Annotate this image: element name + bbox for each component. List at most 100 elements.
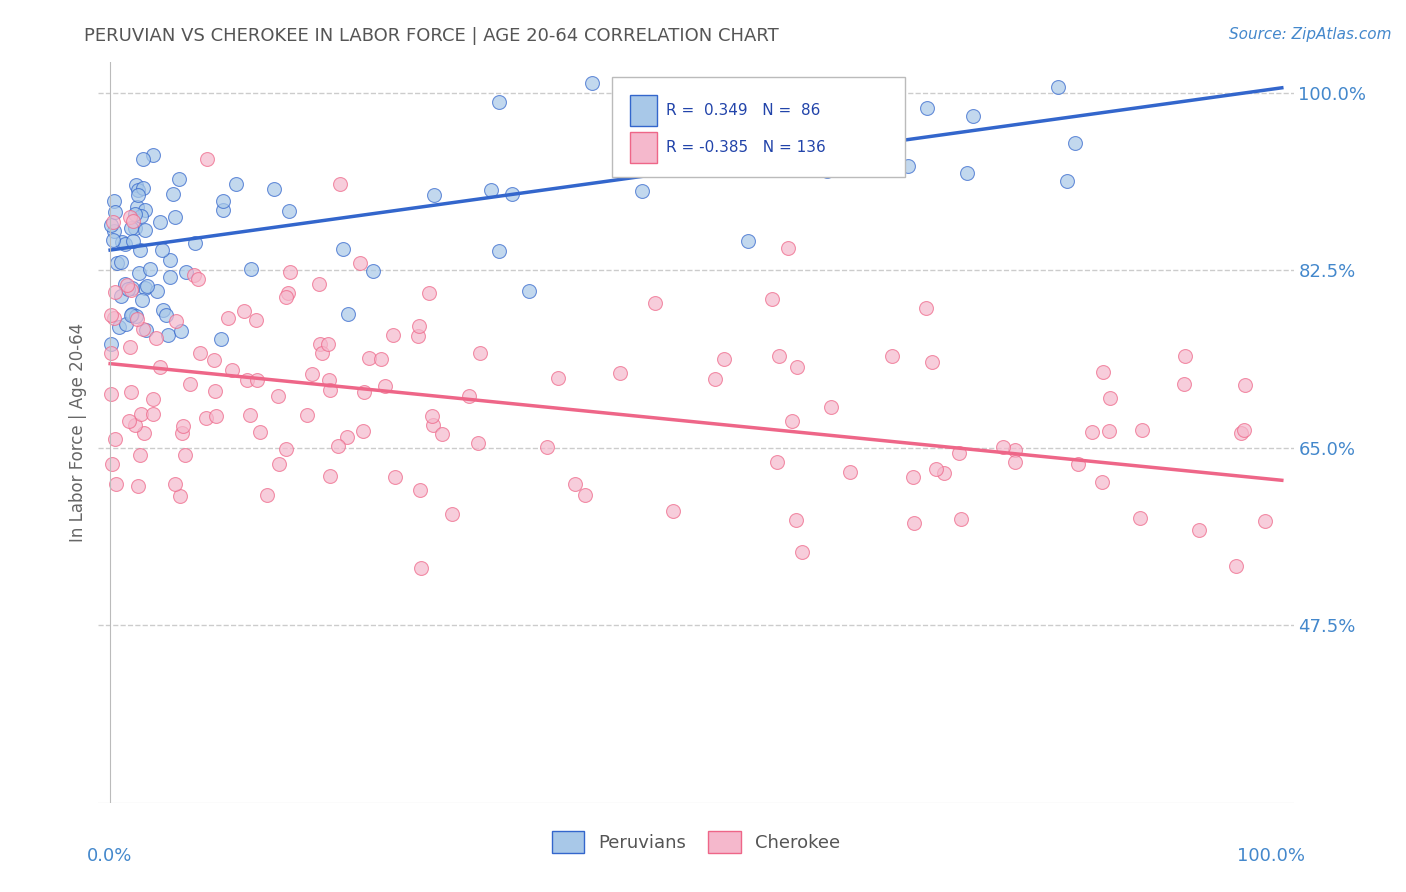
Point	[149, 360, 172, 375]
Point	[467, 435, 489, 450]
Point	[1254, 514, 1277, 528]
Point	[245, 312, 267, 326]
Point	[142, 407, 165, 421]
Point	[184, 235, 207, 250]
Point	[956, 166, 979, 180]
Point	[246, 373, 269, 387]
Point	[488, 95, 510, 109]
Point	[165, 314, 187, 328]
FancyBboxPatch shape	[630, 132, 657, 163]
Point	[256, 488, 278, 502]
Point	[644, 296, 666, 310]
Point	[118, 210, 141, 224]
Point	[1233, 424, 1256, 438]
Point	[131, 152, 153, 166]
Text: 0.0%: 0.0%	[87, 847, 132, 865]
Point	[868, 146, 890, 161]
Point	[332, 242, 354, 256]
Point	[950, 512, 973, 526]
Point	[301, 367, 323, 381]
Point	[921, 355, 943, 369]
Point	[239, 409, 262, 423]
Point	[359, 351, 381, 366]
Point	[278, 204, 301, 219]
Point	[790, 545, 813, 559]
Point	[336, 307, 359, 321]
Text: Source: ZipAtlas.com: Source: ZipAtlas.com	[1229, 27, 1392, 42]
Point	[488, 244, 510, 258]
Point	[117, 282, 139, 296]
Point	[1188, 523, 1211, 537]
Point	[122, 214, 145, 228]
Point	[361, 263, 384, 277]
Point	[267, 458, 290, 472]
Point	[188, 346, 211, 360]
Point	[1091, 475, 1114, 489]
Point	[100, 387, 122, 401]
Point	[204, 384, 226, 398]
Point	[423, 187, 446, 202]
Point	[111, 235, 134, 249]
Point	[211, 194, 233, 208]
Point	[120, 340, 142, 354]
Point	[136, 279, 159, 293]
Point	[149, 215, 172, 229]
Point	[152, 303, 174, 318]
Point	[713, 351, 735, 366]
Point	[142, 148, 165, 162]
Point	[165, 476, 187, 491]
Point	[468, 345, 491, 359]
Point	[316, 336, 339, 351]
Point	[1173, 377, 1195, 392]
Point	[1066, 457, 1088, 471]
Point	[1098, 424, 1121, 438]
Point	[934, 467, 956, 481]
Point	[134, 223, 156, 237]
Point	[409, 560, 432, 574]
Point	[172, 418, 194, 433]
Point	[780, 414, 803, 428]
Point	[609, 366, 631, 380]
Point	[225, 177, 247, 191]
Point	[329, 178, 352, 192]
Point	[128, 243, 150, 257]
Text: R =  0.349   N =  86: R = 0.349 N = 86	[666, 103, 821, 118]
Point	[1225, 558, 1247, 573]
Point	[169, 489, 191, 503]
Point	[183, 268, 205, 282]
Point	[127, 479, 149, 493]
Point	[308, 277, 330, 291]
Point	[236, 373, 259, 387]
Point	[139, 261, 162, 276]
Point	[1132, 423, 1154, 437]
Point	[309, 336, 332, 351]
Point	[1229, 425, 1251, 440]
Point	[547, 370, 569, 384]
Point	[440, 507, 463, 521]
Point	[948, 446, 970, 460]
Point	[134, 281, 156, 295]
Point	[564, 476, 586, 491]
Point	[132, 322, 155, 336]
Point	[103, 224, 125, 238]
Point	[536, 440, 558, 454]
Point	[121, 308, 143, 322]
Point	[1004, 443, 1026, 458]
Point	[115, 317, 138, 331]
Point	[128, 266, 150, 280]
Text: R = -0.385   N = 136: R = -0.385 N = 136	[666, 140, 825, 155]
Point	[142, 392, 165, 407]
Point	[662, 503, 685, 517]
Point	[124, 207, 146, 221]
Point	[120, 283, 142, 297]
Point	[1046, 79, 1069, 94]
Point	[479, 183, 502, 197]
Point	[121, 234, 143, 248]
Point	[108, 319, 131, 334]
Point	[104, 285, 127, 299]
Point	[1098, 391, 1121, 405]
Point	[336, 430, 359, 444]
Point	[134, 202, 156, 217]
Point	[903, 516, 925, 531]
Point	[120, 385, 142, 400]
